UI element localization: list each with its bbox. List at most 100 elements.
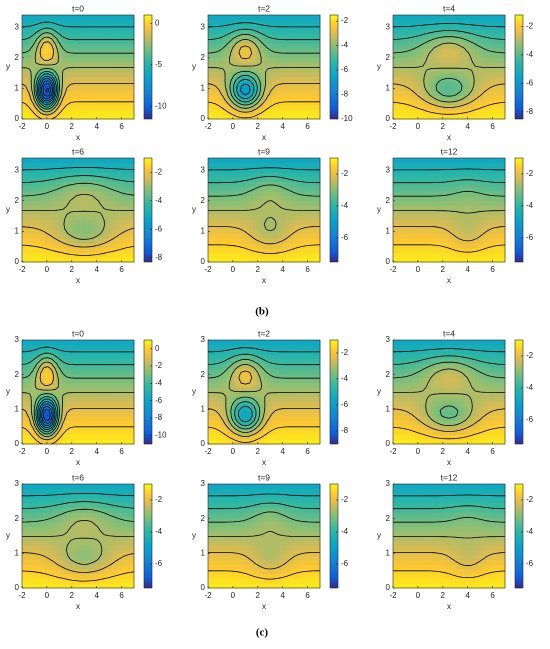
field-cell <box>241 195 246 201</box>
field-cell <box>456 95 461 101</box>
field-cell <box>40 406 45 412</box>
field-cell <box>25 224 30 230</box>
field-cell <box>475 210 480 216</box>
field-cell <box>55 67 60 73</box>
field-cell <box>282 257 287 263</box>
field-cell <box>407 38 413 44</box>
colorbar-tick-label: -2 <box>526 22 534 31</box>
field-cell <box>36 191 42 197</box>
field-cell <box>211 158 216 164</box>
field-cell <box>122 252 127 258</box>
field-cell <box>437 76 442 82</box>
field-cell <box>78 233 83 239</box>
field-cell <box>111 382 116 388</box>
field-cell <box>278 29 284 35</box>
field-cell <box>92 373 98 379</box>
field-cell <box>449 228 454 235</box>
field-cell <box>308 114 313 120</box>
field-cell <box>226 439 231 445</box>
field-cell <box>493 247 498 253</box>
field-cell <box>501 210 506 216</box>
field-cell <box>230 95 235 101</box>
field-cell <box>29 186 34 192</box>
field-cell <box>456 76 461 82</box>
field-cell <box>111 420 116 426</box>
field-cell <box>85 439 90 445</box>
field-cell <box>249 71 254 77</box>
field-cell <box>463 15 469 21</box>
field-cell <box>278 62 284 68</box>
field-cell <box>55 387 60 393</box>
field-cell <box>312 210 317 216</box>
field-cell <box>445 48 450 54</box>
field-cell <box>25 377 30 383</box>
field-cell <box>501 57 506 63</box>
field-cell <box>126 19 131 25</box>
field-cell <box>78 109 83 115</box>
field-cell <box>222 109 228 115</box>
field-cell <box>219 387 224 393</box>
field-cell <box>293 67 298 73</box>
field-cell <box>312 181 317 187</box>
field-cell <box>230 415 235 421</box>
field-cell <box>426 191 431 197</box>
field-cell <box>230 214 235 220</box>
field-cell <box>430 24 435 30</box>
field-cell <box>497 228 502 235</box>
field-cell <box>467 76 472 82</box>
field-cell <box>271 205 276 211</box>
field-cell <box>44 247 49 253</box>
field-cell <box>226 252 231 258</box>
field-cell <box>107 114 112 120</box>
field-cell <box>40 186 45 192</box>
field-cell <box>33 172 38 178</box>
field-cell <box>490 224 495 230</box>
field-cell <box>107 214 112 220</box>
field-cell <box>282 95 287 101</box>
colorbar-tick-label: -6 <box>341 233 349 242</box>
field-cell <box>215 214 220 220</box>
field-cell <box>449 109 454 115</box>
field-cell <box>316 48 321 54</box>
field-cell <box>445 191 450 197</box>
field-cell <box>89 90 94 96</box>
field-cell <box>70 429 75 435</box>
field-cell <box>430 205 435 211</box>
field-cell <box>215 257 220 263</box>
field-cell <box>51 67 56 73</box>
field-cell <box>115 224 120 230</box>
field-cell <box>126 52 131 58</box>
field-cell <box>501 195 506 201</box>
field-cell <box>286 33 291 40</box>
field-cell <box>40 377 45 383</box>
field-cell <box>55 228 60 235</box>
field-cell <box>419 186 424 192</box>
field-cell <box>267 81 272 87</box>
field-cell <box>411 176 416 183</box>
field-cell <box>501 38 506 44</box>
field-cell <box>33 33 38 40</box>
field-cell <box>51 425 56 431</box>
field-cell <box>449 43 454 49</box>
field-cell <box>260 114 265 120</box>
field-cell <box>460 162 465 168</box>
field-cell <box>29 48 34 54</box>
field-cell <box>260 200 265 206</box>
y-tick-label: 2 <box>15 196 20 205</box>
field-cell <box>48 181 53 187</box>
field-cell <box>81 195 86 201</box>
field-cell <box>400 95 405 101</box>
field-cell <box>29 233 34 239</box>
field-cell <box>278 90 284 96</box>
field-cell <box>70 363 75 369</box>
field-cell <box>92 257 98 263</box>
contour-lines <box>21 167 135 256</box>
field-cell <box>211 439 216 445</box>
field-cell <box>81 354 86 360</box>
field-cell <box>96 19 101 25</box>
field-cell <box>234 43 239 49</box>
field-cell <box>475 19 480 25</box>
field-cell <box>437 233 442 239</box>
field-cell <box>393 191 398 197</box>
field-cell <box>74 340 79 346</box>
